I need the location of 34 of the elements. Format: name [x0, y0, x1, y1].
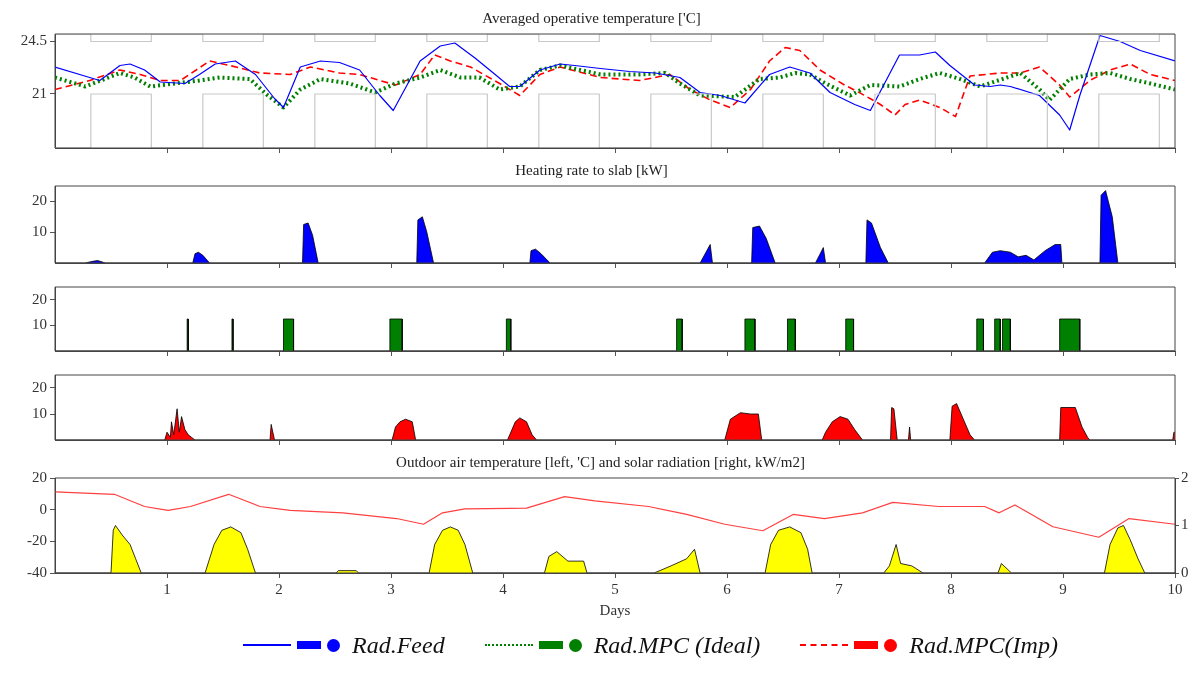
legend-label: Rad.Feed — [352, 631, 445, 659]
x-tick-label: 8 — [947, 580, 955, 597]
x-tick-label: 4 — [499, 580, 508, 597]
line-series — [55, 46, 1175, 118]
x-tick-label: 10 — [1167, 580, 1183, 597]
x-tick-label: 5 — [611, 580, 619, 597]
x-tick-label: 1 — [163, 580, 171, 597]
y-tick-label: -40 — [27, 563, 47, 580]
y-tick-label: 10 — [32, 316, 47, 333]
y-tick-label: 10 — [32, 404, 47, 421]
x-axis-title: Days — [599, 601, 631, 618]
y-tick-label: 20 — [32, 290, 47, 307]
y-tick-label: 24.5 — [20, 32, 47, 49]
x-tick-label: 2 — [275, 580, 283, 597]
y2-tick-label: 1 — [1181, 516, 1189, 533]
line-series — [55, 63, 1175, 110]
y-tick-label: 0 — [39, 500, 47, 517]
x-tick-label: 7 — [835, 580, 844, 597]
y-tick-label: 10 — [32, 223, 47, 240]
legend-label: Rad.MPC (Ideal) — [593, 631, 761, 659]
y-tick-label: -20 — [27, 532, 47, 549]
x-tick-label: 6 — [723, 580, 732, 597]
x-tick-label: 3 — [387, 580, 395, 597]
y2-tick-label: 0 — [1181, 563, 1189, 580]
y-tick-label: 21 — [32, 84, 47, 101]
y2-tick-label: 2 — [1181, 468, 1189, 485]
legend-label: Rad.MPC(Imp) — [909, 631, 1058, 659]
y-tick-label: 20 — [32, 192, 47, 209]
y-tick-label: 20 — [32, 378, 47, 395]
y-tick-label: 20 — [32, 468, 47, 485]
x-tick-label: 9 — [1059, 580, 1067, 597]
chart-title: Averaged operative temperature ['C] — [482, 9, 701, 26]
chart-title: Outdoor air temperature [left, 'C] and solar radiation [right, kW/m2] — [396, 453, 805, 470]
chart-title: Heating rate to slab [kW] — [515, 161, 668, 178]
